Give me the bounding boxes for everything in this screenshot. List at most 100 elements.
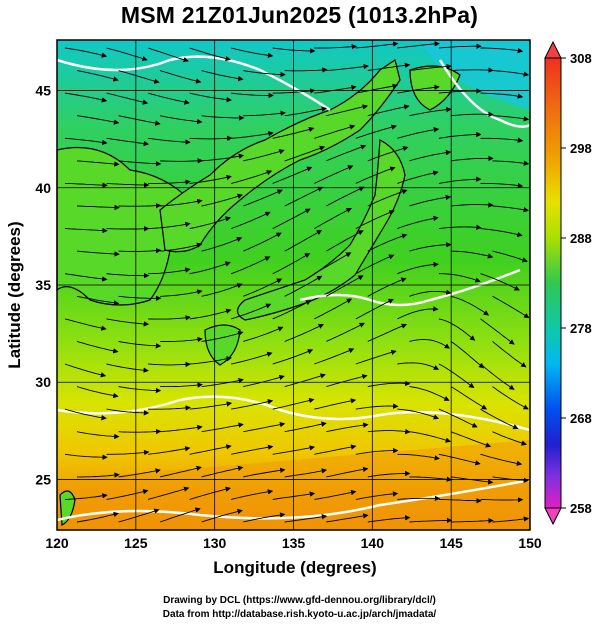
streamline xyxy=(148,179,191,185)
y-tick-label: 35 xyxy=(35,277,51,293)
streamline xyxy=(409,431,452,443)
y-axis-label: Latitude (degrees) xyxy=(5,221,24,369)
streamline xyxy=(355,210,395,229)
streamline xyxy=(284,514,328,523)
y-tick-label: 25 xyxy=(35,471,51,487)
streamline xyxy=(64,453,108,460)
streamline xyxy=(492,160,530,166)
streamline xyxy=(189,444,232,455)
streamline xyxy=(355,447,399,455)
credit-data: Data from http://database.rish.kyoto-u.a… xyxy=(162,609,437,620)
streamline xyxy=(492,431,527,446)
streamline xyxy=(76,204,120,211)
streamline xyxy=(438,43,482,49)
streamline xyxy=(397,41,440,49)
streamline xyxy=(284,275,323,297)
streamline xyxy=(314,165,354,184)
streamline xyxy=(243,278,283,297)
streamline xyxy=(326,422,369,433)
streamline xyxy=(367,145,409,162)
streamline xyxy=(201,70,244,82)
streamline xyxy=(118,340,162,349)
streamline xyxy=(492,516,530,523)
y-tick-label: 40 xyxy=(35,180,51,196)
streamline xyxy=(201,508,243,523)
streamline xyxy=(480,363,515,390)
colorbar-tick-label: 258 xyxy=(570,501,592,516)
streamline xyxy=(480,228,523,238)
streamline xyxy=(480,47,524,54)
streamline xyxy=(243,149,285,162)
streamline xyxy=(326,513,369,523)
streamline xyxy=(231,256,271,275)
streamline xyxy=(314,444,357,455)
streamline xyxy=(118,247,162,254)
streamline xyxy=(118,508,160,523)
streamline xyxy=(397,127,440,139)
streamline xyxy=(355,83,398,94)
colorbar-tick-label: 278 xyxy=(570,321,592,336)
y-tick-label: 45 xyxy=(35,83,51,99)
streamline xyxy=(314,207,352,229)
streamline xyxy=(397,215,439,230)
streamline xyxy=(231,92,274,99)
streamline xyxy=(118,160,162,167)
streamline xyxy=(480,273,520,291)
streamline xyxy=(450,341,485,369)
streamline xyxy=(314,298,353,320)
streamline xyxy=(326,466,369,478)
streamline xyxy=(243,189,283,207)
streamline xyxy=(367,380,411,388)
streamline xyxy=(438,453,481,466)
streamline xyxy=(438,131,482,139)
streamline xyxy=(201,422,244,433)
streamline xyxy=(284,468,328,478)
streamline xyxy=(326,104,368,117)
streamline xyxy=(355,124,397,139)
streamline xyxy=(160,198,203,207)
streamline xyxy=(284,323,324,342)
streamline xyxy=(201,330,244,342)
streamline xyxy=(438,176,482,184)
streamline xyxy=(189,356,232,365)
streamline xyxy=(160,382,203,388)
streamline xyxy=(118,115,161,126)
streamline xyxy=(397,170,439,184)
streamline xyxy=(243,326,284,342)
streamline xyxy=(409,149,452,162)
streamline xyxy=(201,236,243,252)
colorbar-max-arrow xyxy=(544,40,562,59)
streamline xyxy=(76,295,120,306)
streamline xyxy=(160,336,203,343)
streamline xyxy=(64,47,108,58)
streamline xyxy=(355,166,396,184)
streamline xyxy=(367,189,408,207)
streamline xyxy=(189,486,231,500)
streamline xyxy=(450,111,494,118)
streamline xyxy=(355,349,397,365)
streamline xyxy=(450,250,494,259)
isotherm-contours xyxy=(56,55,531,522)
streamline xyxy=(492,70,530,77)
map-title: MSM 21Z01Jun2025 (1013.2hPa) xyxy=(120,2,479,28)
streamline xyxy=(326,275,364,297)
streamline xyxy=(284,67,328,73)
streamline xyxy=(397,453,440,461)
streamline xyxy=(64,227,108,234)
streamline xyxy=(409,242,452,252)
streamline xyxy=(64,408,107,421)
streamline xyxy=(409,517,453,524)
streamline xyxy=(397,362,440,370)
streamline xyxy=(284,106,327,117)
streamline xyxy=(397,408,440,420)
streamline xyxy=(314,252,352,275)
colorbar-scale xyxy=(544,57,562,509)
streamline xyxy=(272,208,311,229)
streamline xyxy=(272,253,311,275)
streamline xyxy=(243,374,285,388)
streamline xyxy=(438,408,478,428)
streamline xyxy=(480,92,524,99)
streamline xyxy=(314,124,356,139)
streamline xyxy=(147,92,190,105)
